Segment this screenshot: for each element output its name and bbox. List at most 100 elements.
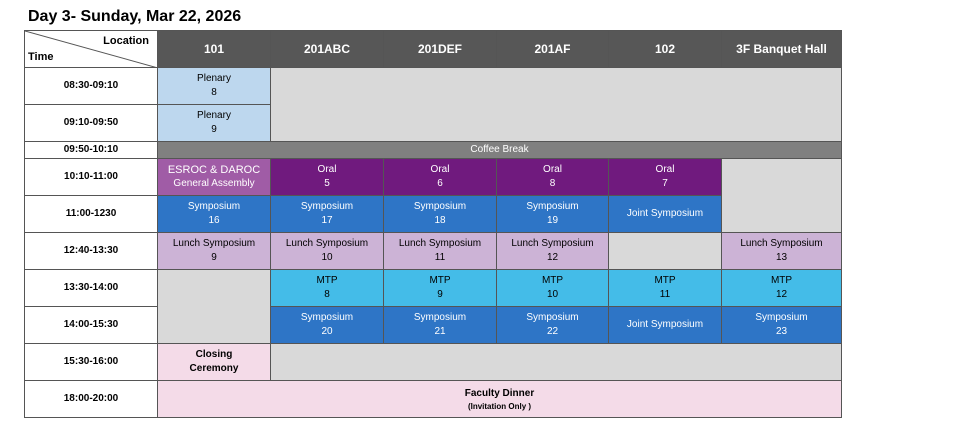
time-row: 13:30-14:00 MTP 8 MTP 9 MTP 10 MTP 11 MTP 12 <box>24 269 842 344</box>
session-number: 21 <box>434 326 446 337</box>
session-cell: Plenary 9 <box>157 104 271 142</box>
session-cell: Lunch Symposium 13 <box>721 232 842 270</box>
session-cell: MTP 8 <box>270 269 384 307</box>
session-number: 8 <box>211 87 217 98</box>
time-slot: 18:00-20:00 <box>24 380 158 418</box>
session-name: Oral <box>543 164 562 175</box>
session-cell: Lunch Symposium 12 <box>496 232 609 270</box>
room-header: 201AF <box>496 30 609 68</box>
session-number: 5 <box>324 178 330 189</box>
time-row: 12:40-13:30 Lunch Symposium 9 Lunch Sympo… <box>24 232 842 270</box>
session-number: 9 <box>437 289 443 300</box>
session-name: Symposium <box>526 312 579 323</box>
session-name: Lunch Symposium <box>285 238 369 249</box>
session-name: ESROC & DAROC <box>167 164 261 176</box>
time-slot: 14:00-15:30 <box>24 306 158 344</box>
session-number: 20 <box>321 326 333 337</box>
session-number: 16 <box>208 215 220 226</box>
time-slot: 08:30-09:10 <box>24 67 158 105</box>
time-slot: 15:30-16:00 <box>24 343 158 381</box>
session-name: Symposium <box>300 312 354 323</box>
time-label: Time <box>28 51 54 63</box>
session-number: 8 <box>549 178 556 189</box>
time-slot: 13:30-14:00 <box>24 269 158 307</box>
location-label: Location <box>103 35 149 47</box>
diagonal-divider <box>25 31 158 68</box>
closing-ceremony-cell: Closing Ceremony <box>157 343 271 381</box>
corner-header: Location Time <box>24 30 158 68</box>
schedule-table: Location Time 101 201ABC 201DEF 201AF 10… <box>24 30 842 418</box>
session-cell: MTP 11 <box>608 269 722 307</box>
session-name: Symposium <box>413 312 467 323</box>
session-name: Lunch Symposium <box>511 238 594 249</box>
session-name: Lunch Symposium <box>740 238 823 249</box>
session-number: 11 <box>434 252 446 263</box>
session-number: 12 <box>546 252 559 263</box>
time-row: 15:30-16:00 Closing Ceremony <box>24 343 842 381</box>
session-cell: MTP 12 <box>721 269 842 307</box>
session-name: Lunch Symposium <box>172 238 256 249</box>
session-cell: Symposium 16 <box>157 195 271 233</box>
session-number: 22 <box>546 326 559 337</box>
session-cell: Symposium 21 <box>383 306 497 344</box>
session-number: 7 <box>662 178 668 189</box>
time-slot: 09:10-09:50 <box>24 104 158 142</box>
session-number: 10 <box>546 289 559 300</box>
empty-block <box>270 343 842 381</box>
time-slot: 11:00-1230 <box>24 195 158 233</box>
session-cell: Symposium 17 <box>270 195 384 233</box>
session-name: Closing <box>195 349 233 360</box>
time-row: 08:30-09:10 Plenary 8 <box>24 67 842 142</box>
session-cell: Joint Symposium <box>608 306 722 344</box>
session-subtitle: General Assembly <box>173 178 255 189</box>
session-cell: Oral 5 <box>270 158 384 196</box>
time-row: 11:00-1230 Symposium 16 Symposium 17 Sympo… <box>24 195 842 233</box>
session-name: Symposium <box>187 201 241 212</box>
session-name: Lunch Symposium <box>398 238 482 249</box>
session-cell: Lunch Symposium 9 <box>157 232 271 270</box>
session-cell: Symposium 20 <box>270 306 384 344</box>
session-name: Plenary <box>197 110 231 121</box>
session-note: (Invitation Only ) <box>467 401 532 411</box>
room-header: 201DEF <box>383 30 497 68</box>
empty-block <box>721 158 842 233</box>
time-slot: 10:10-11:00 <box>24 158 158 196</box>
session-name: Oral <box>430 164 450 175</box>
session-cell: Lunch Symposium 11 <box>383 232 497 270</box>
session-cell: Plenary 8 <box>157 67 271 105</box>
time-slot: 09:50-10:10 <box>24 141 158 159</box>
session-number: 18 <box>434 215 446 226</box>
time-row: 10:10-11:00 ESROC & DAROC General Assembl… <box>24 158 842 233</box>
session-cell: Symposium 22 <box>496 306 609 344</box>
room-header: 201ABC <box>270 30 384 68</box>
session-number: 19 <box>546 215 559 226</box>
session-number: 23 <box>775 326 788 337</box>
session-name-line2: Ceremony <box>189 363 239 374</box>
room-header: 101 <box>157 30 271 68</box>
time-row: 18:00-20:00 Faculty Dinner (Invitation On… <box>24 380 842 418</box>
session-cell: MTP 10 <box>496 269 609 307</box>
session-cell: Lunch Symposium 10 <box>270 232 384 270</box>
empty-block <box>608 232 722 270</box>
session-name: Oral <box>655 164 675 175</box>
time-row: 09:50-10:10 Coffee Break <box>24 141 842 159</box>
session-number: 9 <box>211 252 217 263</box>
session-number: 13 <box>775 252 788 263</box>
session-name: MTP <box>770 275 793 286</box>
session-name: MTP <box>316 275 338 286</box>
session-number: 9 <box>211 124 217 135</box>
session-cell: ESROC & DAROC General Assembly <box>157 158 271 196</box>
coffee-break-cell: Coffee Break <box>157 141 842 159</box>
session-cell: Symposium 19 <box>496 195 609 233</box>
session-number: 8 <box>324 289 330 300</box>
session-name: Symposium <box>526 201 579 212</box>
session-name: Plenary <box>197 73 231 84</box>
faculty-dinner-cell: Faculty Dinner (Invitation Only ) <box>157 380 842 418</box>
session-number: 6 <box>437 178 443 189</box>
session-name: Faculty Dinner <box>464 387 535 399</box>
empty-block <box>270 67 842 142</box>
session-name: Oral <box>317 164 337 175</box>
session-name: MTP <box>541 275 564 286</box>
session-number: 17 <box>321 215 333 226</box>
session-cell: Joint Symposium <box>608 195 722 233</box>
